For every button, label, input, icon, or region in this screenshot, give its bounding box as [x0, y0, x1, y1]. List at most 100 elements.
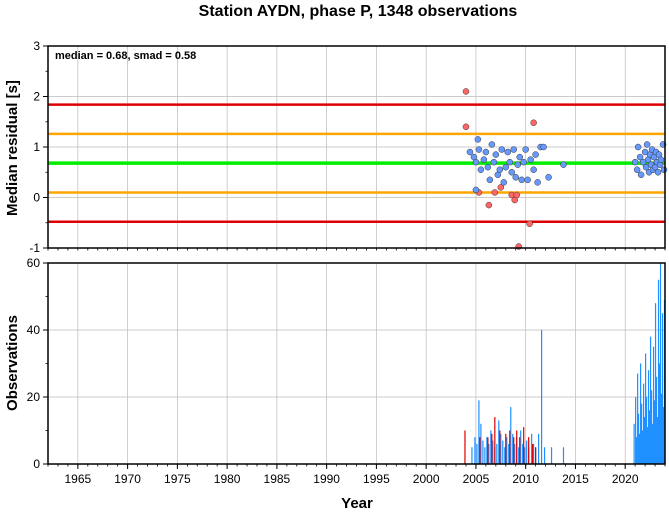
observation-bar — [645, 397, 648, 464]
residual-point — [488, 141, 496, 148]
residual-point — [516, 153, 523, 161]
residual-point — [534, 179, 541, 186]
residual-point — [637, 171, 645, 179]
residual-point — [502, 163, 510, 171]
observations-tick-label: 60 — [27, 256, 41, 270]
observation-bar-outlier — [499, 430, 501, 464]
observation-bar-outlier — [479, 437, 481, 464]
observation-bar — [654, 303, 657, 464]
observation-bar — [649, 336, 652, 464]
year-tick-label: 1970 — [114, 472, 141, 486]
observation-bar — [656, 417, 659, 464]
residual-point — [518, 176, 525, 184]
observation-bar — [648, 410, 651, 464]
residual-point — [545, 174, 552, 181]
observations-y-ticks: 0 20 40 60 — [27, 256, 48, 471]
observation-bar — [646, 427, 649, 464]
observation-bar — [514, 443, 516, 464]
residual-point — [520, 158, 527, 166]
observation-bar-outlier — [513, 437, 515, 464]
residual-point — [500, 179, 508, 186]
observation-bar — [652, 346, 655, 464]
residual-point-outlier — [462, 123, 470, 131]
residual-point-outlier — [462, 88, 470, 95]
residual-point — [508, 169, 515, 176]
observation-bar — [500, 433, 502, 464]
observation-bar — [647, 370, 650, 464]
observation-bar — [550, 447, 553, 464]
observation-bar — [543, 447, 546, 464]
year-tick-label: 2010 — [512, 472, 539, 486]
residual-point — [496, 166, 504, 173]
observation-bar — [653, 400, 656, 464]
observation-bar — [639, 433, 641, 464]
observation-bar — [642, 430, 644, 464]
residual-point — [504, 148, 512, 156]
residual-point — [466, 148, 474, 156]
observation-bar — [651, 423, 654, 464]
observation-bar — [633, 423, 635, 464]
residual-tick-label: 0 — [33, 191, 40, 205]
observation-bar — [661, 313, 664, 464]
observation-bar — [506, 437, 508, 464]
residual-y-axis-label: Median residual [s] — [4, 80, 21, 216]
residual-point — [657, 156, 665, 163]
observation-bar — [562, 447, 565, 464]
residual-point — [654, 169, 662, 176]
residual-tick-label: 2 — [33, 90, 40, 104]
year-tick-label: 1975 — [164, 472, 191, 486]
observation-bar — [643, 383, 645, 464]
observations-panel-background — [48, 263, 665, 464]
observation-bar-outlier — [494, 417, 496, 464]
observation-bar — [662, 407, 665, 464]
observation-bar-outlier — [523, 427, 525, 464]
observation-bar — [520, 430, 522, 464]
observation-bar — [502, 440, 504, 464]
residual-point — [634, 143, 642, 151]
observation-bar — [492, 440, 494, 464]
year-tick-label: 1995 — [363, 472, 390, 486]
observation-bar — [637, 373, 639, 464]
residual-point — [530, 166, 537, 173]
residual-panel: median = 0.68, smad = 0.58 -1 0 1 2 3 Median… — [4, 39, 668, 255]
residual-point-outlier — [485, 201, 493, 209]
year-tick-label: 2015 — [562, 472, 589, 486]
year-tick-label: 2005 — [463, 472, 490, 486]
residual-point — [643, 141, 651, 148]
year-tick-label: 1990 — [313, 472, 340, 486]
residual-point — [524, 176, 531, 184]
observation-bar — [638, 413, 640, 464]
observations-y-axis-label: Observations — [4, 315, 21, 411]
residual-point — [480, 156, 488, 163]
residual-point — [512, 174, 519, 181]
residual-point — [490, 158, 498, 166]
observation-bar — [660, 393, 663, 464]
observation-bar-outlier — [491, 433, 493, 464]
residual-tick-label: -1 — [29, 241, 40, 255]
observation-bar — [480, 423, 482, 464]
residual-point — [540, 143, 547, 151]
observation-bar-outlier — [487, 437, 489, 464]
residual-point — [560, 161, 567, 168]
residual-tick-label: 3 — [33, 39, 40, 53]
observation-bar-outlier — [505, 433, 507, 464]
observation-bar — [518, 447, 520, 464]
residual-point — [472, 186, 480, 194]
residual-tick-label: 1 — [33, 140, 40, 154]
observation-bar-outlier — [535, 447, 537, 464]
residual-point — [486, 176, 494, 184]
year-tick-label: 1965 — [65, 472, 92, 486]
residual-point — [484, 163, 492, 171]
residual-point — [660, 166, 668, 173]
observation-bar — [478, 400, 480, 464]
observations-tick-label: 20 — [27, 390, 41, 404]
observation-bar-outlier — [464, 430, 466, 464]
observation-bar — [644, 353, 647, 464]
observation-bar — [482, 440, 484, 464]
residual-point — [482, 148, 490, 156]
residual-point — [522, 146, 529, 153]
observation-bar — [524, 447, 526, 464]
residual-point-outlier — [513, 191, 520, 199]
residual-point — [636, 153, 644, 161]
observation-bar — [512, 433, 514, 464]
